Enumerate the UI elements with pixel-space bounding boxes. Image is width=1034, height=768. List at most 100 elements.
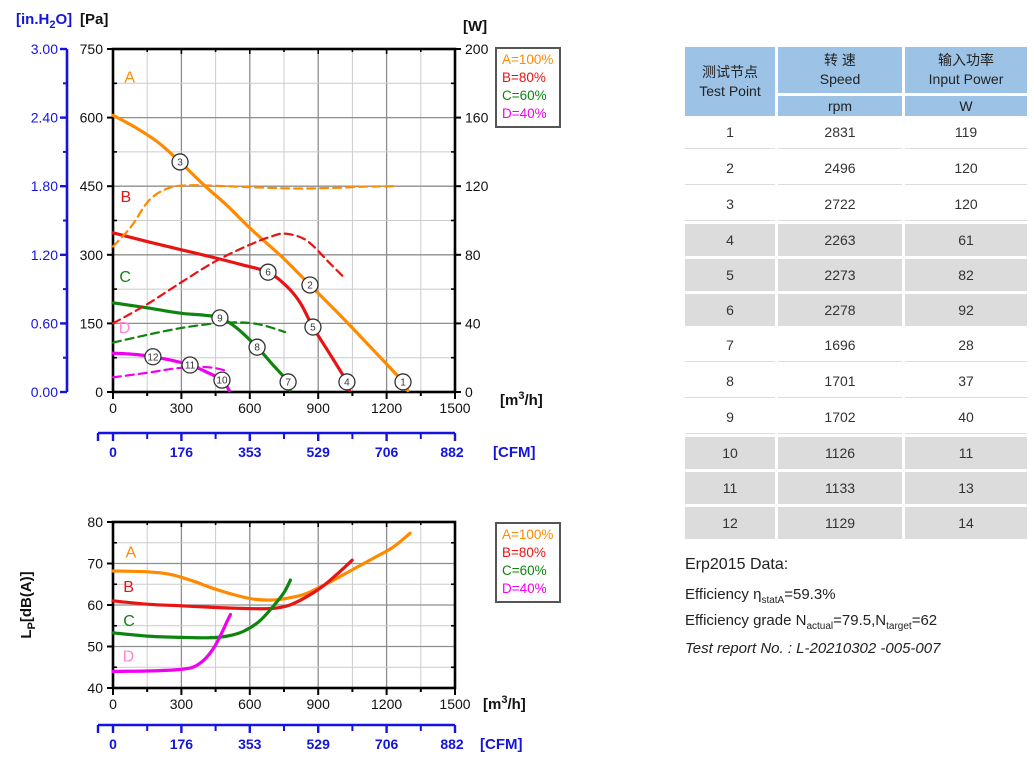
series-A: [111, 113, 410, 393]
series-D: [111, 612, 233, 673]
series-D-power: [111, 365, 230, 379]
x-tick-label: 1500: [439, 696, 470, 712]
y-tick-label: 150: [80, 315, 104, 331]
inh2o-tick-label: 1.80: [31, 178, 58, 194]
y-tick-label: 450: [80, 178, 104, 194]
cfm-tick-label: 529: [307, 736, 331, 752]
w-tick-label: 80: [465, 247, 481, 263]
svg-text:2: 2: [307, 280, 313, 291]
table-cell-point: 5: [685, 259, 775, 291]
table-cell-speed: 2273: [778, 259, 902, 291]
table-cell-power: 120: [905, 152, 1027, 185]
table-cell-speed: 1126: [778, 437, 902, 469]
cfm-tick-label: 176: [170, 444, 194, 460]
svg-text:1: 1: [400, 377, 406, 388]
charts-canvas: 0 300 600 900 1200 15000150300450600750040801…: [31, 41, 489, 752]
table-cell-point: 1: [685, 116, 775, 149]
table-cell-speed: 1701: [778, 365, 902, 398]
svg-text:10: 10: [216, 376, 228, 387]
legend-top: A=100% B=80% C=60% D=40%: [495, 47, 562, 128]
legend-item-a: A=100%: [502, 527, 554, 542]
x-tick-label: 1200: [371, 696, 402, 712]
test-point-marker-6: 6: [259, 263, 277, 281]
legend-item-c: C=60%: [502, 88, 547, 103]
test-point-marker-1: 1: [394, 373, 412, 391]
legend-bottom: A=100% B=80% C=60% D=40%: [495, 522, 562, 603]
curve-label-A: A: [126, 545, 137, 562]
x-tick-label: 1500: [439, 400, 470, 416]
table-cell-speed: 2496: [778, 152, 902, 185]
watt-axis-unit: [W]: [463, 18, 488, 35]
table-cell-speed: 2278: [778, 294, 902, 326]
svg-text:12: 12: [147, 352, 159, 363]
m3h-axis-unit-top: [m3/h]: [500, 390, 543, 409]
test-point-marker-11: 11: [181, 356, 199, 374]
chart-noise-level: 0 300 600 900 1200 1500 40 50 60 70 80 ABC D: [87, 514, 470, 712]
table-cell-speed: 2831: [778, 116, 902, 149]
test-point-table-header: 测试节点 Test Point 转 速 Speed 输入功率 Input Power …: [685, 47, 1028, 116]
x-tick-label: 600: [238, 696, 262, 712]
table-cell-point: 12: [685, 507, 775, 539]
legend-item-b: B=80%: [502, 70, 546, 85]
legend-item-b: B=80%: [502, 545, 546, 560]
cfm-tick-label: 176: [170, 736, 194, 752]
svg-text:7: 7: [285, 377, 291, 388]
cfm-tick-label: 706: [375, 736, 399, 752]
table-cell-power: 37: [905, 365, 1027, 398]
table-cell-point: 6: [685, 294, 775, 326]
inh2o-tick-label: 2.40: [31, 110, 58, 126]
series-C: [111, 578, 292, 640]
erp-test-report-no: Test report No. : L-20210302 -005-007: [685, 640, 941, 657]
w-tick-label: 200: [465, 41, 489, 57]
table-cell-power: 14: [905, 507, 1027, 539]
y-tick-label: 0: [95, 384, 103, 400]
x-tick-label: 900: [307, 400, 331, 416]
test-point-marker-7: 7: [279, 373, 297, 391]
erp-title: Erp2015 Data:: [685, 556, 789, 573]
table-cell-power: 61: [905, 224, 1027, 256]
header-speed: 转 速 Speed: [778, 47, 902, 93]
y-tick-label: 50: [87, 639, 103, 655]
inh2o-axis-unit: [in.H2O]: [16, 11, 73, 31]
test-point-table-body: 1 2831 119 2 2496 120 3 2722 120 4 2263 61 5 2273 82 6 2…: [685, 116, 1028, 539]
table-cell-point: 8: [685, 365, 775, 398]
series-A: [111, 531, 412, 602]
x-tick-label: 300: [170, 400, 194, 416]
test-point-marker-5: 5: [304, 318, 322, 336]
w-tick-label: 40: [465, 315, 481, 331]
table-cell-speed: 2722: [778, 188, 902, 221]
table-cell-power: 11: [905, 437, 1027, 469]
cfm-tick-label: 0: [109, 444, 117, 460]
table-cell-point: 7: [685, 329, 775, 362]
test-point-marker-10: 10: [213, 371, 231, 389]
curve-label-C: C: [119, 269, 131, 286]
inh2o-tick-label: 0.00: [31, 384, 58, 400]
lp-axis-unit: LP[dB(A)]: [18, 571, 38, 639]
curve-label-D: D: [123, 648, 135, 665]
header-input-power: 输入功率 Input Power: [905, 47, 1027, 93]
header-test-point: 测试节点 Test Point: [685, 47, 775, 116]
erp-efficiency-grade: Efficiency grade Nactual=79.5,Ntarget=62: [685, 612, 938, 632]
test-point-marker-4: 4: [338, 373, 356, 391]
inh2o-tick-label: 3.00: [31, 41, 58, 57]
cfm-tick-label: 353: [238, 736, 262, 752]
series-B: [111, 558, 354, 611]
x-tick-label: 0: [109, 696, 117, 712]
table-cell-point: 9: [685, 401, 775, 434]
inh2o-tick-label: 0.60: [31, 315, 58, 331]
table-cell-speed: 1133: [778, 472, 902, 504]
table-cell-power: 119: [905, 116, 1027, 149]
svg-text:9: 9: [217, 313, 223, 324]
inh2o-axis: 0.00 0.60 1.20 1.80 2.40 3.00: [31, 41, 69, 400]
legend-item-c: C=60%: [502, 563, 547, 578]
series-B: [111, 231, 352, 392]
erp-efficiency: Efficiency ηstatA=59.3%: [685, 586, 836, 606]
cfm-tick-label: 353: [238, 444, 262, 460]
w-tick-label: 160: [465, 110, 489, 126]
table-cell-power: 13: [905, 472, 1027, 504]
table-cell-speed: 1696: [778, 329, 902, 362]
test-point-marker-3: 3: [171, 153, 189, 171]
pa-axis-unit: [Pa]: [80, 11, 109, 28]
series-B-power: [111, 232, 345, 325]
